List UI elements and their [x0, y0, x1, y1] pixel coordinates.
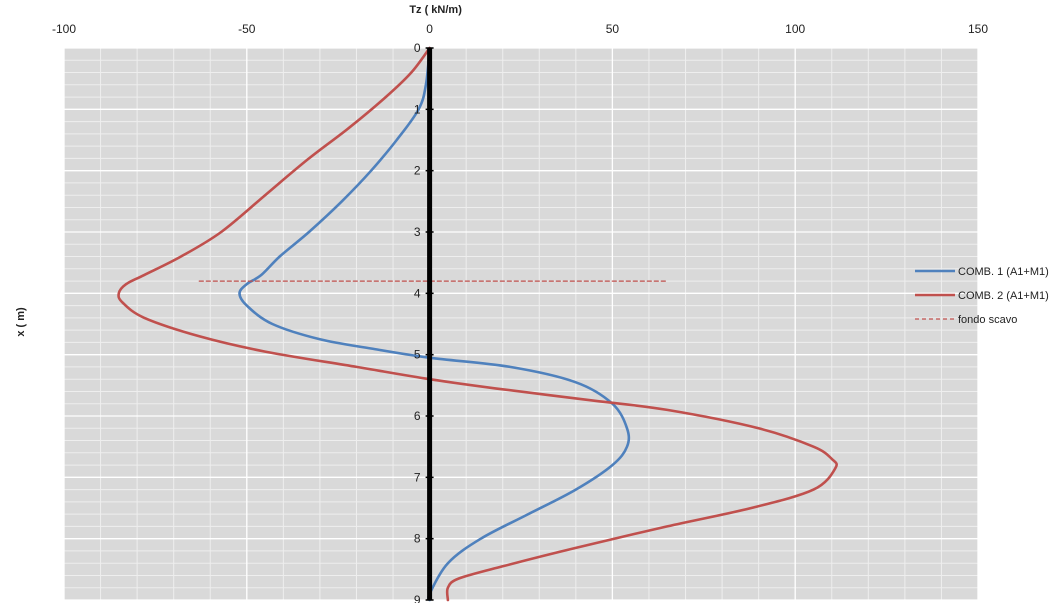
- y-tick-label: 4: [414, 286, 421, 300]
- series-line-1: [238, 46, 631, 602]
- y-axis-title: x ( m): [15, 307, 27, 337]
- x-tick-label: 50: [606, 22, 620, 36]
- y-tick-label: 2: [414, 164, 421, 178]
- y-tick-label: 9: [414, 593, 421, 603]
- y-tick-labels: 0 1 2 3 4 5 6 7 8 9: [414, 41, 434, 603]
- y-tick-label: 8: [414, 532, 421, 546]
- major-gridlines: [63, 47, 979, 601]
- x-tick-labels: -100 -50 0 50 100 150: [52, 22, 988, 36]
- x-tick-label: -100: [52, 22, 76, 36]
- x-axis-title: Tz ( kN/m): [409, 4, 462, 16]
- x-tick-label: 0: [426, 22, 433, 36]
- x-tick-label: 100: [785, 22, 805, 36]
- y-tick-label: 1: [414, 102, 421, 116]
- plot-area: [64, 48, 978, 600]
- y-tick-label: 7: [414, 470, 421, 484]
- y-tick-label: 5: [414, 348, 421, 362]
- legend-label-1: COMB. 1 (A1+M1): [958, 266, 1049, 278]
- y-tick-label: 6: [414, 409, 421, 423]
- legend: COMB. 1 (A1+M1) COMB. 2 (A1+M1) fondo scav…: [915, 266, 1049, 326]
- y-tick-label: 0: [414, 41, 421, 55]
- legend-label-3: fondo scavo: [958, 314, 1017, 326]
- y-tick-label: 3: [414, 225, 421, 239]
- x-tick-label: -50: [238, 22, 256, 36]
- legend-label-2: COMB. 2 (A1+M1): [958, 290, 1049, 302]
- x-tick-label: 150: [968, 22, 988, 36]
